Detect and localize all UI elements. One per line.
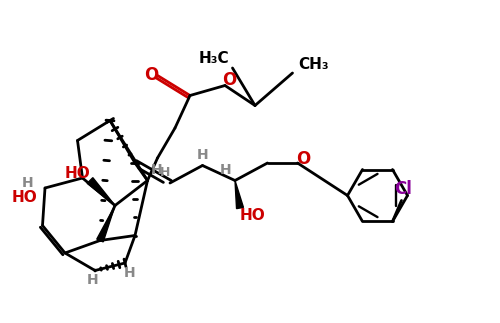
Text: H: H	[150, 163, 162, 178]
Text: H₃C: H₃C	[198, 50, 229, 66]
Text: HO: HO	[240, 208, 266, 223]
Text: H: H	[86, 273, 99, 287]
Text: H: H	[220, 162, 232, 176]
Text: O: O	[144, 66, 158, 84]
Polygon shape	[87, 178, 115, 205]
Polygon shape	[97, 205, 115, 242]
Text: HO: HO	[64, 165, 90, 181]
Text: HO: HO	[11, 190, 37, 204]
Text: H: H	[196, 148, 208, 162]
Text: H: H	[22, 176, 34, 190]
Text: O: O	[296, 150, 310, 168]
Text: H: H	[160, 165, 170, 179]
Text: H: H	[124, 266, 136, 280]
Text: Cl: Cl	[394, 180, 412, 198]
Polygon shape	[235, 181, 244, 209]
Text: CH₃: CH₃	[298, 57, 329, 71]
Text: O: O	[222, 70, 236, 89]
